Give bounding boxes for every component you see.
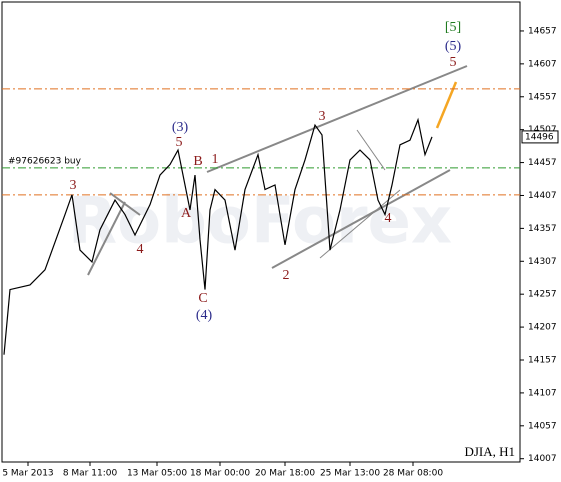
y-tick-label: 14157 [528,355,557,365]
wave-label: C [198,291,207,306]
x-tick-label: 18 Mar 00:00 [190,469,250,479]
x-tick-label: 13 Mar 05:00 [127,469,187,479]
wave-label: B [193,154,202,169]
wave-label: (4) [196,308,213,323]
wave-label: 3 [70,178,77,193]
wave-label: (5) [445,39,462,54]
level-label: #97626623 buy [8,156,82,166]
forecast [435,81,458,129]
channels [87,65,468,276]
y-tick-label: 14407 [528,191,557,201]
last-price-box [521,130,559,144]
y-tick-label: 14007 [528,454,557,464]
last-price-label: 14496 [525,132,554,142]
chart-title: DJIA, H1 [464,444,515,459]
wave-label: (3) [172,120,189,135]
y-tick-label: 14507 [528,125,557,135]
wave-label: 5 [176,135,183,150]
y-tick-label: 14657 [528,26,557,36]
wave-label: A [181,206,192,221]
y-tick-label: 14557 [528,92,557,102]
wave-label: 2 [283,268,290,283]
x-tick-label: 25 Mar 13:00 [320,469,380,479]
y-tick-label: 14207 [528,323,557,333]
y-tick-label: 14607 [528,59,557,69]
wave-label: 4 [137,242,144,257]
wave-label: 4 [385,211,392,226]
price-line [3,117,433,355]
y-tick-label: 14307 [528,257,557,267]
thin-lines [319,129,401,259]
x-tick-label: 20 Mar 18:00 [255,469,315,479]
y-tick-label: 14057 [528,421,557,431]
wave-label: [5] [445,20,461,35]
wave-label: 1 [212,152,219,167]
wave-label: 3 [319,109,326,124]
y-tick-label: 14357 [528,224,557,234]
y-tick-label: 14107 [528,388,557,398]
y-tick-label: 14457 [528,158,557,168]
x-tick-label: 5 Mar 2013 [2,469,53,479]
watermark: RoboForex [68,185,452,259]
x-tick-label: 8 Mar 11:00 [63,469,118,479]
x-tick-label: 28 Mar 08:00 [383,469,443,479]
y-tick-label: 14257 [528,290,557,300]
wave-label: 5 [450,55,457,70]
